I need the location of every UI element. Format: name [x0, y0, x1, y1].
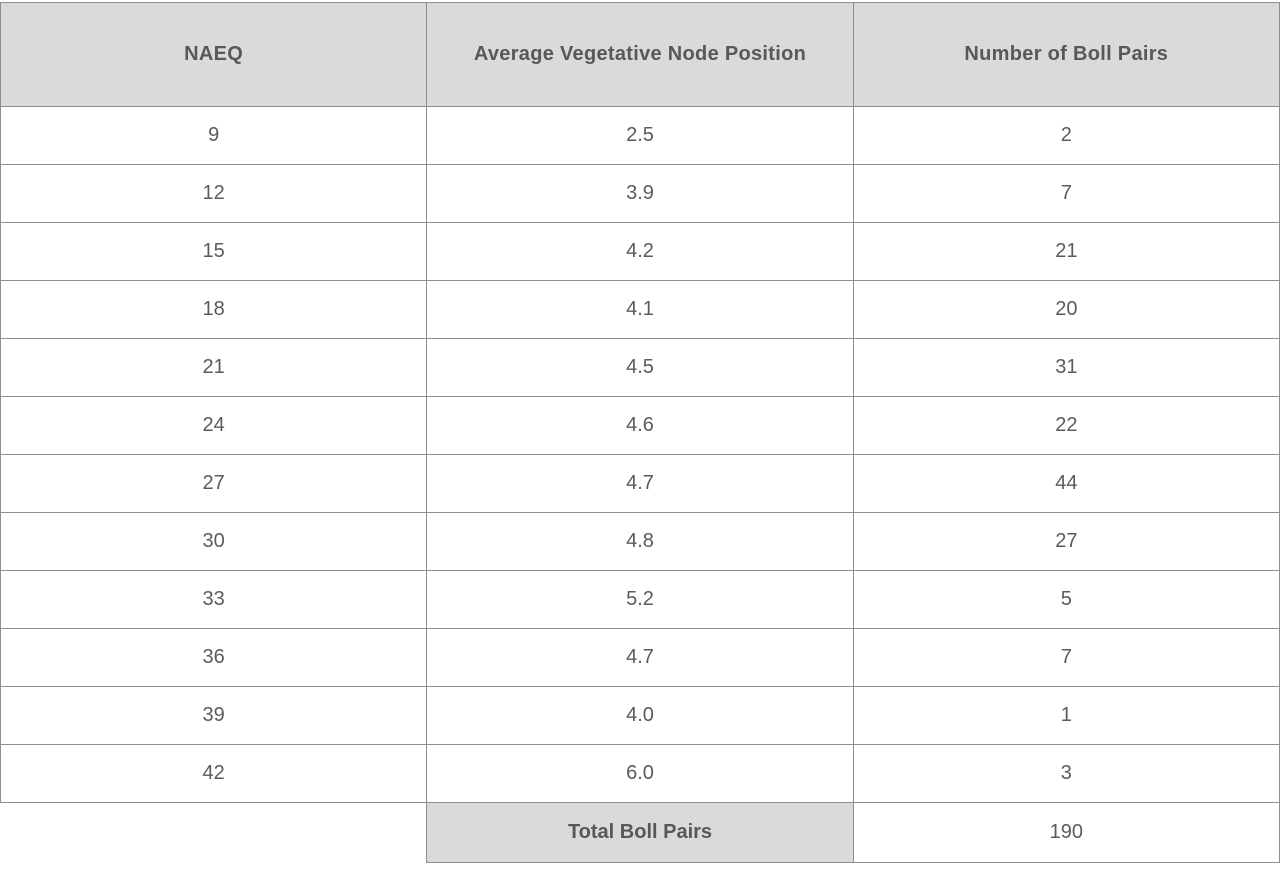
table-footer: Total Boll Pairs 190	[0, 802, 1280, 863]
number-of-boll-pairs-cell: 3	[852, 744, 1280, 803]
avg-vegetative-node-position-cell: 4.6	[426, 396, 854, 455]
table-row: 12 3.9 7	[0, 164, 1280, 223]
total-boll-pairs-value: 190	[852, 802, 1280, 863]
table-body: 9 2.5 2 12 3.9 7 15 4.2 21 18 4.1 20 21 …	[0, 106, 1280, 803]
number-of-boll-pairs-cell: 7	[852, 164, 1280, 223]
naeq-cell: 30	[0, 512, 428, 571]
naeq-cell: 9	[0, 106, 428, 165]
table-row: 30 4.8 27	[0, 512, 1280, 571]
table-header: NAEQ Average Vegetative Node Position Nu…	[0, 2, 1280, 107]
table-row: 27 4.7 44	[0, 454, 1280, 513]
naeq-cell: 12	[0, 164, 428, 223]
table-row: 24 4.6 22	[0, 396, 1280, 455]
boll-pairs-data-table: NAEQ Average Vegetative Node Position Nu…	[0, 2, 1280, 863]
number-of-boll-pairs-cell: 21	[852, 222, 1280, 281]
number-of-boll-pairs-cell: 31	[852, 338, 1280, 397]
table-row: 33 5.2 5	[0, 570, 1280, 629]
naeq-cell: 33	[0, 570, 428, 629]
avg-vegetative-node-position-cell: 3.9	[426, 164, 854, 223]
column-header-naeq: NAEQ	[0, 2, 428, 107]
total-boll-pairs-label: Total Boll Pairs	[426, 802, 854, 863]
header-row: NAEQ Average Vegetative Node Position Nu…	[0, 2, 1280, 107]
column-header-avg-vegetative-node-position: Average Vegetative Node Position	[426, 2, 854, 107]
naeq-cell: 36	[0, 628, 428, 687]
table-row: 42 6.0 3	[0, 744, 1280, 803]
table-row: 18 4.1 20	[0, 280, 1280, 339]
avg-vegetative-node-position-cell: 2.5	[426, 106, 854, 165]
naeq-cell: 42	[0, 744, 428, 803]
avg-vegetative-node-position-cell: 4.1	[426, 280, 854, 339]
table-row: 21 4.5 31	[0, 338, 1280, 397]
avg-vegetative-node-position-cell: 5.2	[426, 570, 854, 629]
naeq-cell: 39	[0, 686, 428, 745]
avg-vegetative-node-position-cell: 6.0	[426, 744, 854, 803]
avg-vegetative-node-position-cell: 4.2	[426, 222, 854, 281]
table-container: NAEQ Average Vegetative Node Position Nu…	[0, 2, 1280, 863]
number-of-boll-pairs-cell: 22	[852, 396, 1280, 455]
naeq-cell: 27	[0, 454, 428, 513]
avg-vegetative-node-position-cell: 4.5	[426, 338, 854, 397]
number-of-boll-pairs-cell: 2	[852, 106, 1280, 165]
number-of-boll-pairs-cell: 7	[852, 628, 1280, 687]
number-of-boll-pairs-cell: 5	[852, 570, 1280, 629]
naeq-cell: 18	[0, 280, 428, 339]
avg-vegetative-node-position-cell: 4.7	[426, 628, 854, 687]
total-row: Total Boll Pairs 190	[0, 802, 1280, 863]
number-of-boll-pairs-cell: 44	[852, 454, 1280, 513]
avg-vegetative-node-position-cell: 4.8	[426, 512, 854, 571]
naeq-cell: 24	[0, 396, 428, 455]
table-row: 36 4.7 7	[0, 628, 1280, 687]
avg-vegetative-node-position-cell: 4.7	[426, 454, 854, 513]
column-header-number-of-boll-pairs: Number of Boll Pairs	[852, 2, 1280, 107]
avg-vegetative-node-position-cell: 4.0	[426, 686, 854, 745]
number-of-boll-pairs-cell: 20	[852, 280, 1280, 339]
number-of-boll-pairs-cell: 27	[852, 512, 1280, 571]
table-row: 39 4.0 1	[0, 686, 1280, 745]
footer-empty-cell	[0, 802, 427, 863]
naeq-cell: 15	[0, 222, 428, 281]
naeq-cell: 21	[0, 338, 428, 397]
table-row: 9 2.5 2	[0, 106, 1280, 165]
number-of-boll-pairs-cell: 1	[852, 686, 1280, 745]
table-row: 15 4.2 21	[0, 222, 1280, 281]
